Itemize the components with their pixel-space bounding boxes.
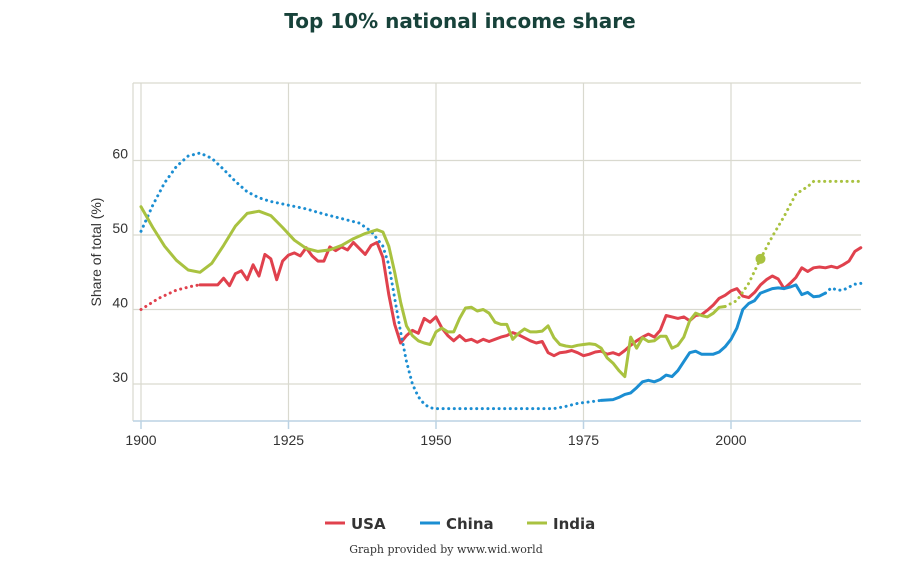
y-tick-label: 40: [112, 295, 128, 311]
legend-label-india: India: [553, 515, 595, 533]
y-tick-label: 50: [112, 220, 128, 236]
series-china-dotted-tail: [823, 281, 863, 295]
y-tick-label: 60: [112, 146, 128, 162]
x-tick-label: 1900: [125, 432, 156, 448]
x-tick-label: 1975: [568, 432, 599, 448]
series-india-solid: [139, 205, 727, 379]
credit-text: Graph provided by www.wid.world: [349, 543, 543, 556]
x-tick-label: 1950: [420, 432, 451, 448]
chart-title: Top 10% national income share: [284, 9, 635, 33]
legend[interactable]: USA China India: [325, 515, 595, 533]
legend-item-china[interactable]: China: [420, 515, 494, 533]
series-india-dotted: [723, 179, 863, 308]
axis-ticks: 1900 1925 1950 1975 2000 30 40 50 60: [112, 146, 746, 449]
series-india-marker: [755, 253, 766, 264]
series-usa-dotted: [139, 283, 202, 311]
series-china-solid: [599, 283, 827, 402]
gridlines: [132, 82, 861, 422]
y-axis-label: Share of total (%): [88, 198, 104, 307]
series-china-dotted: [139, 151, 603, 411]
series-lines: [139, 151, 863, 411]
legend-item-india[interactable]: India: [527, 515, 595, 533]
x-tick-label: 2000: [715, 432, 746, 448]
y-tick-label: 30: [112, 369, 128, 385]
legend-item-usa[interactable]: USA: [325, 515, 386, 533]
legend-label-usa: USA: [351, 515, 386, 533]
series-usa-solid: [198, 240, 863, 358]
legend-label-china: China: [446, 515, 494, 533]
x-tick-label: 1925: [273, 432, 304, 448]
